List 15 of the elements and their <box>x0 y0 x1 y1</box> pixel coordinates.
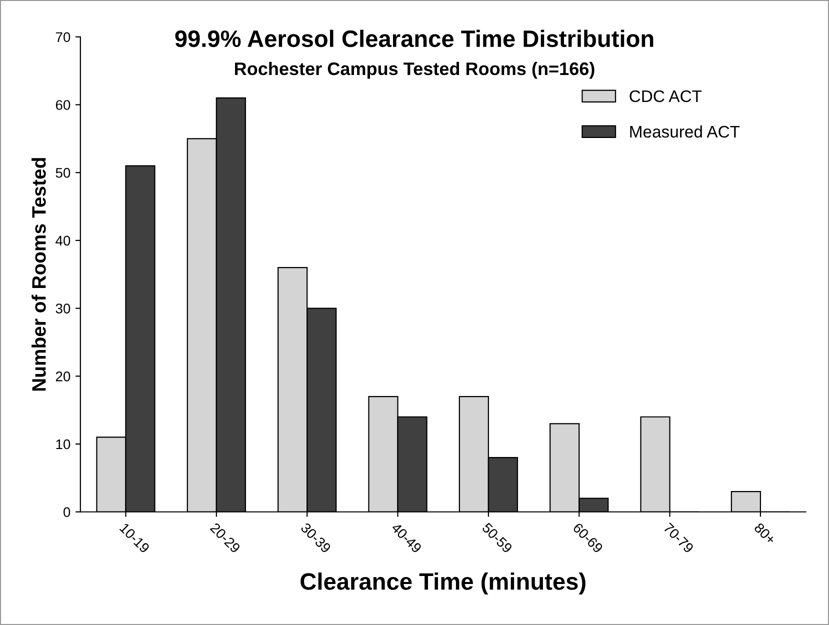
y-tick-label: 0 <box>64 507 70 518</box>
x-tick-label: 80+ <box>754 522 776 545</box>
chart-title: 99.9% Aerosol Clearance Time Distribution <box>175 30 654 48</box>
y-tick-label: 40 <box>56 236 70 246</box>
legend-label: CDC ACT <box>630 90 702 102</box>
x-axis-title: Clearance Time (minutes) <box>300 572 586 595</box>
y-axis-title: Number of Rooms Tested <box>32 158 46 391</box>
y-tick-label: 50 <box>56 168 70 178</box>
y-tick-label: 70 <box>56 32 70 42</box>
y-tick-label: 20 <box>56 371 70 382</box>
text: Rochester Campus Tested Rooms (n=166) <box>235 62 594 79</box>
legend-label: Measured ACT <box>630 125 740 138</box>
y-tick-label: 10 <box>56 439 70 450</box>
y-tick-label: 60 <box>56 100 70 110</box>
y-tick-label: 30 <box>56 304 70 314</box>
